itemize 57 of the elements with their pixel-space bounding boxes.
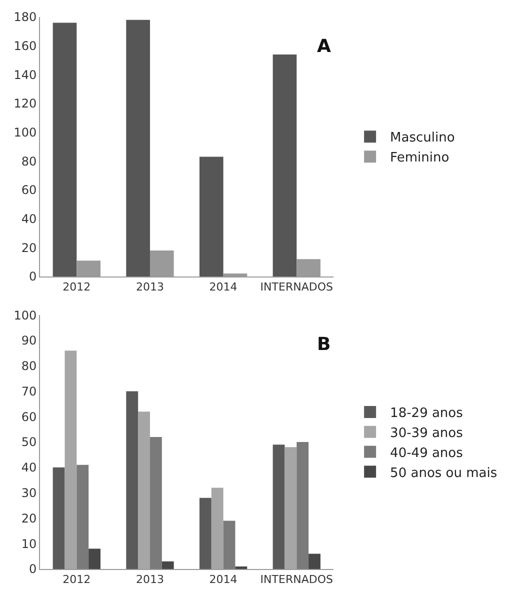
bar bbox=[126, 391, 138, 569]
bar bbox=[162, 561, 174, 569]
y-tick-label: 70 bbox=[21, 384, 37, 398]
y-tick-label: 40 bbox=[21, 212, 37, 226]
bar bbox=[284, 447, 297, 569]
y-tick-label: 60 bbox=[21, 183, 37, 198]
y-tick-label: 0 bbox=[28, 562, 37, 576]
bar bbox=[308, 554, 320, 569]
y-tick-label: 140 bbox=[14, 68, 37, 82]
legend-label: Masculino bbox=[390, 130, 455, 146]
y-tick-label: 50 bbox=[21, 435, 37, 450]
legend-label: Feminino bbox=[390, 150, 450, 166]
y-tick-label: 10 bbox=[21, 536, 37, 551]
bar bbox=[223, 520, 236, 569]
y-tick-label: 20 bbox=[21, 240, 37, 255]
bar bbox=[296, 442, 309, 569]
x-tick-label: 2013 bbox=[136, 573, 164, 586]
y-tick-label: 0 bbox=[28, 270, 37, 284]
x-tick-label: INTERNADOS bbox=[260, 573, 333, 586]
y-tick-label: 20 bbox=[21, 511, 37, 526]
bar bbox=[64, 350, 77, 569]
text: B bbox=[317, 334, 331, 355]
x-tick-label: 2014 bbox=[209, 573, 238, 586]
y-tick-label: 40 bbox=[21, 460, 37, 475]
bar bbox=[150, 436, 162, 569]
y-tick-label: 100 bbox=[14, 308, 37, 322]
text: A bbox=[317, 36, 331, 57]
y-tick-label: 80 bbox=[21, 154, 37, 168]
bar bbox=[88, 548, 100, 569]
legend-label: 30-39 anos bbox=[390, 426, 464, 441]
x-tick-label: 2013 bbox=[136, 280, 164, 294]
y-tick-label: 60 bbox=[21, 410, 37, 424]
x-tick-label: INTERNADOS bbox=[260, 280, 333, 294]
legend-label: 40-49 anos bbox=[390, 446, 464, 461]
bar bbox=[138, 412, 150, 569]
y-tick-label: 80 bbox=[21, 359, 37, 374]
bar bbox=[126, 20, 150, 276]
y-tick-label: 160 bbox=[14, 39, 37, 54]
bar bbox=[211, 488, 224, 569]
y-tick-label: 90 bbox=[21, 334, 37, 348]
legend-label: 18-29 anos bbox=[390, 406, 464, 422]
bar bbox=[52, 22, 77, 276]
y-tick-label: 100 bbox=[14, 126, 37, 140]
bar bbox=[272, 54, 297, 276]
bar bbox=[76, 464, 89, 569]
x-tick-label: 2012 bbox=[62, 573, 91, 586]
bar bbox=[199, 156, 224, 276]
bar bbox=[199, 498, 212, 569]
x-tick-label: 2014 bbox=[209, 280, 238, 294]
y-tick-label: 180 bbox=[14, 10, 37, 24]
bar bbox=[52, 467, 65, 569]
legend-label: 50 anos ou mais bbox=[390, 466, 498, 481]
bar bbox=[235, 566, 248, 569]
bar bbox=[272, 444, 285, 569]
y-tick-label: 30 bbox=[21, 486, 37, 500]
x-tick-label: 2012 bbox=[62, 280, 91, 294]
y-tick-label: 120 bbox=[14, 96, 37, 111]
